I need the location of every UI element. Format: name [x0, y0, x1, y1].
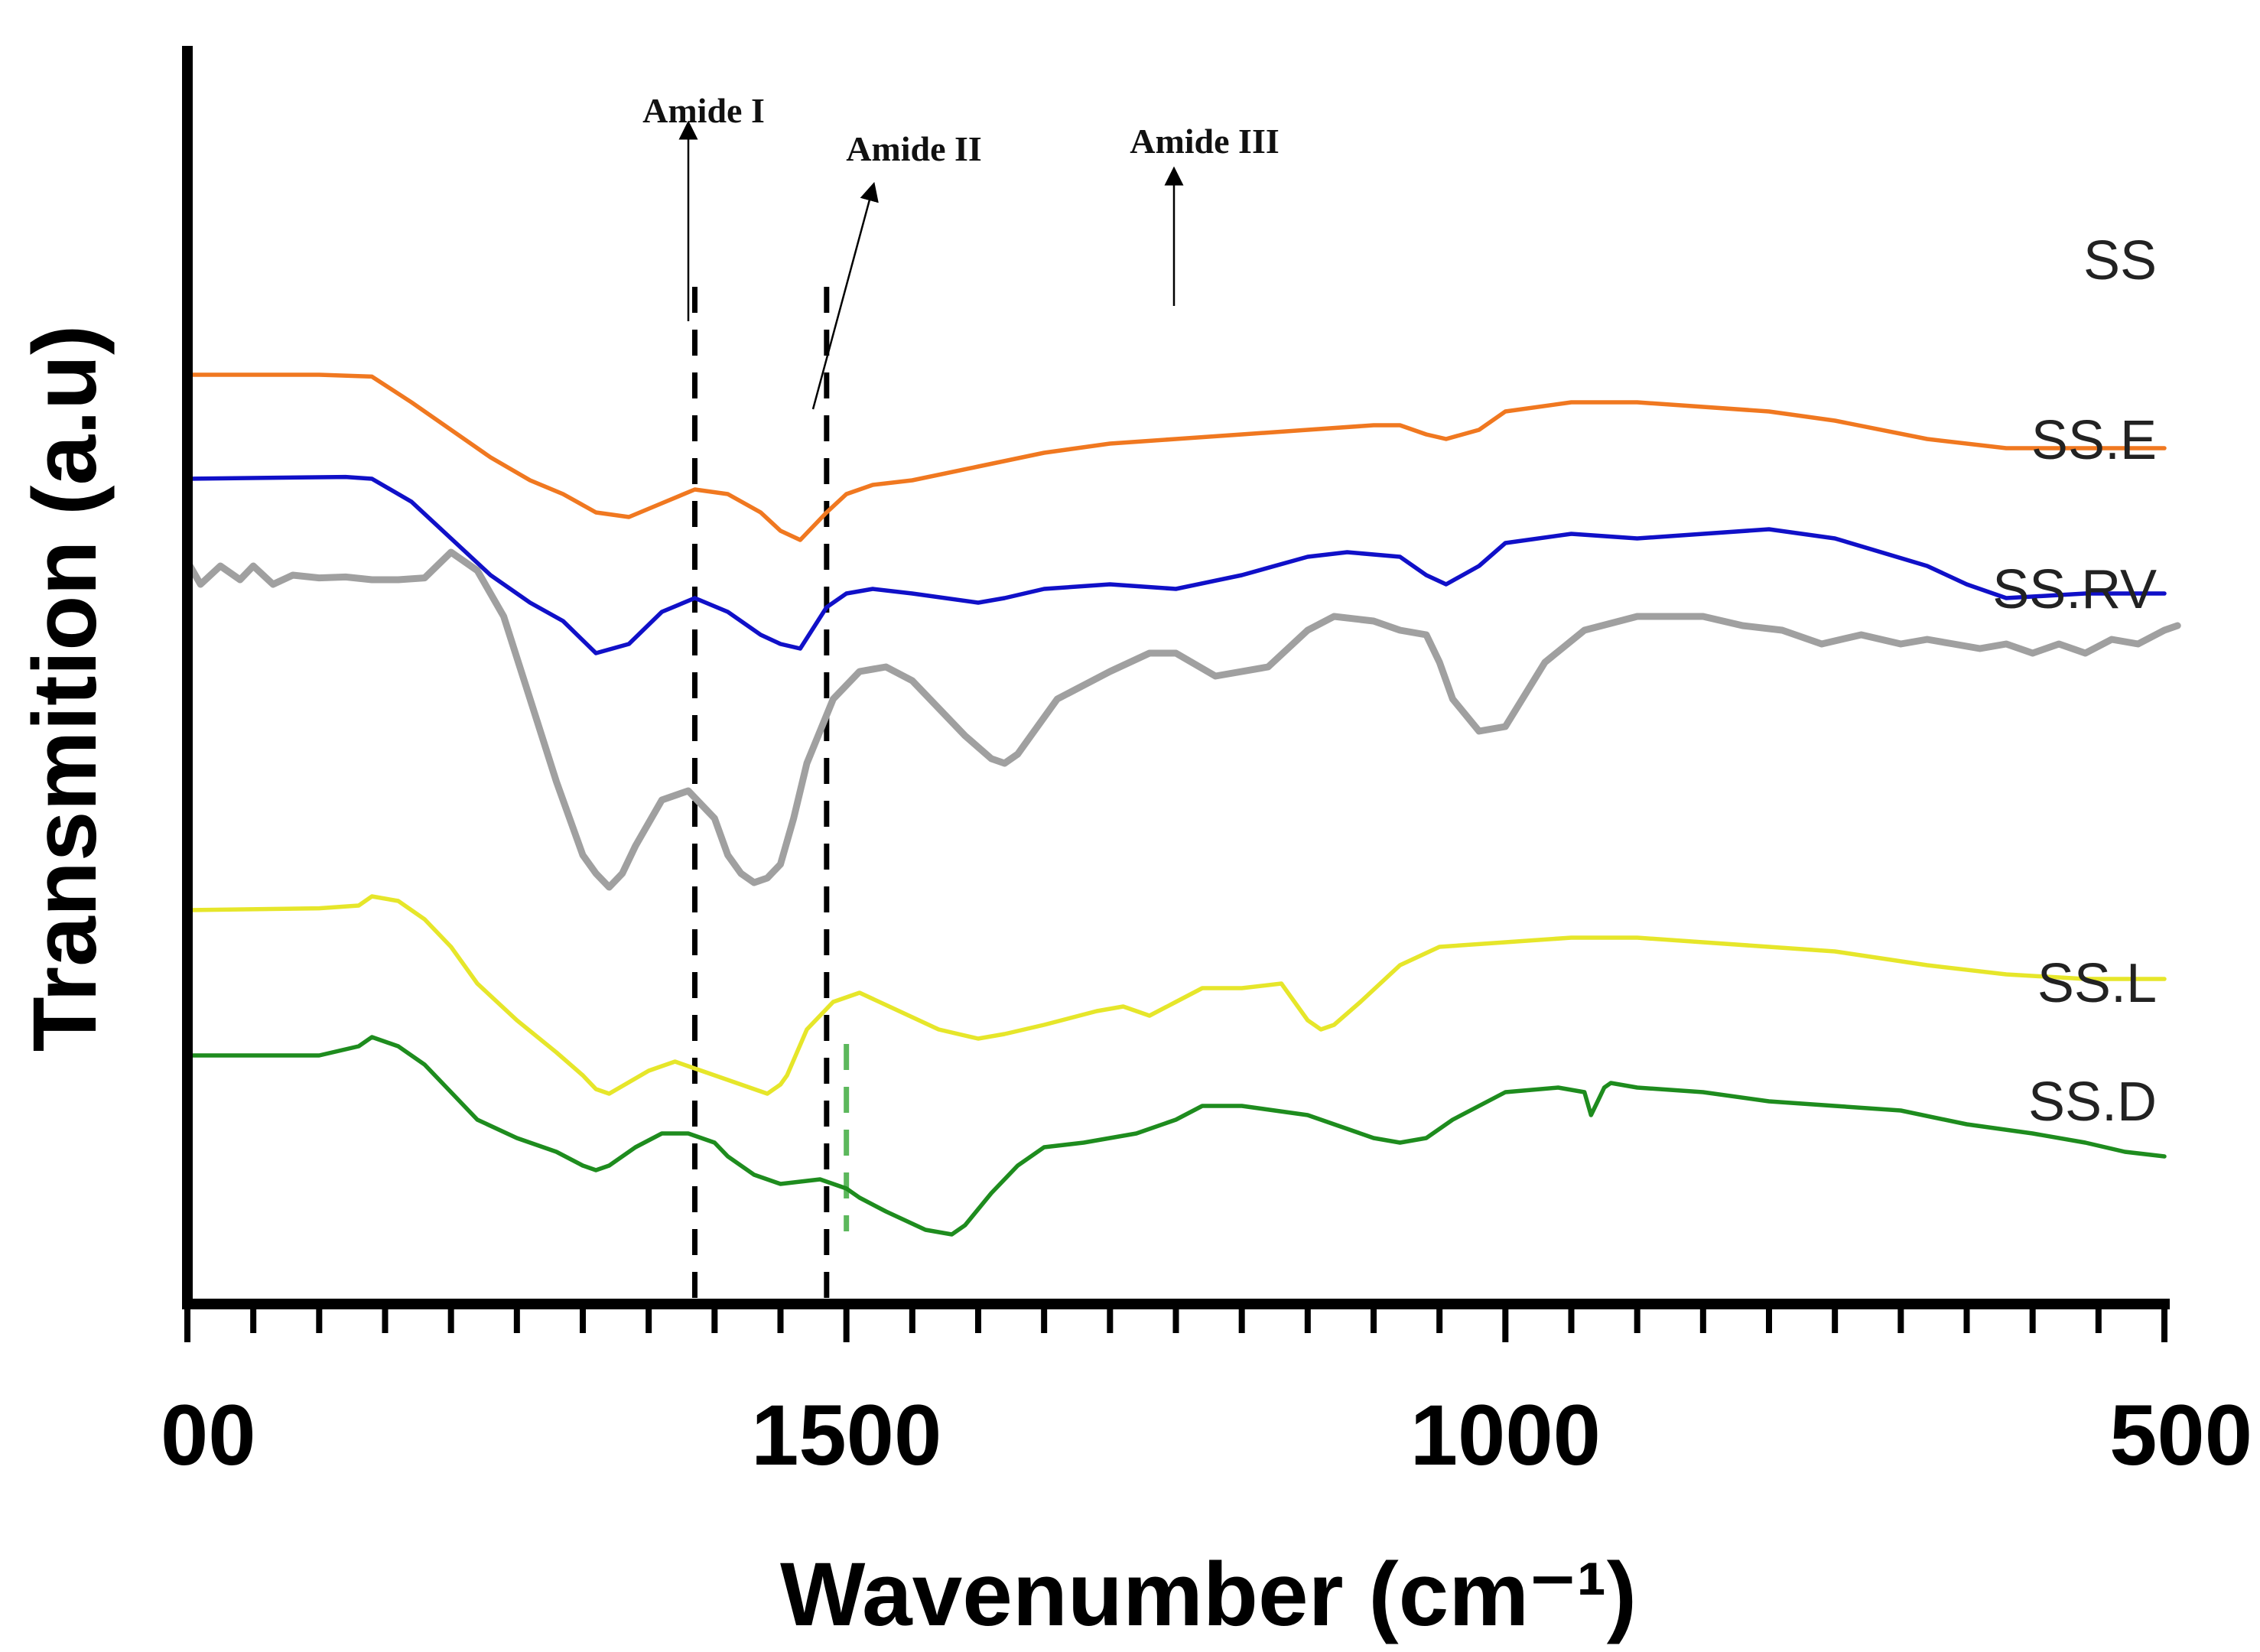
x-tick-label-500: 500	[2109, 1387, 2252, 1483]
annotation-amide-ii: Amide II	[846, 129, 982, 168]
series-label-ss-e: SS.E	[2031, 410, 2157, 471]
x-tick-label-1000: 1000	[1410, 1387, 1601, 1483]
series-labels: SS SS.E SS.RV SS.L SS.D	[1992, 230, 2157, 1133]
plot-series	[184, 372, 2181, 1237]
annotation-arrow-amide-ii	[811, 181, 879, 410]
x-tick-label-1500: 1500	[751, 1387, 941, 1483]
amide-annotations: Amide I Amide II Amide III	[642, 91, 1280, 410]
series-line-ss-l	[185, 894, 2167, 1096]
x-tick-labels: 00 1500 1000 500	[161, 1387, 2252, 1483]
y-axis-title: Transmition (a.u)	[15, 325, 115, 1052]
series-label-ss: SS	[2083, 230, 2157, 291]
series-label-ss-l: SS.L	[2037, 953, 2157, 1014]
annotation-amide-i: Amide I	[642, 91, 765, 130]
x-ticks	[184, 1304, 2167, 1342]
series-line-ss-e	[185, 372, 2167, 542]
series-line-ss-d	[185, 1035, 2167, 1237]
x-axis-title: Wavenumber (cm⁻¹)	[780, 1544, 1637, 1645]
annotation-amide-iii: Amide III	[1130, 122, 1280, 161]
series-line-ss	[185, 474, 2167, 655]
guide-lines	[691, 287, 850, 1300]
series-label-ss-rv: SS.RV	[1992, 559, 2157, 620]
x-tick-label-2000: 00	[161, 1387, 256, 1483]
series-label-ss-d: SS.D	[2028, 1072, 2157, 1133]
series-line-ss-rv	[184, 548, 2181, 891]
